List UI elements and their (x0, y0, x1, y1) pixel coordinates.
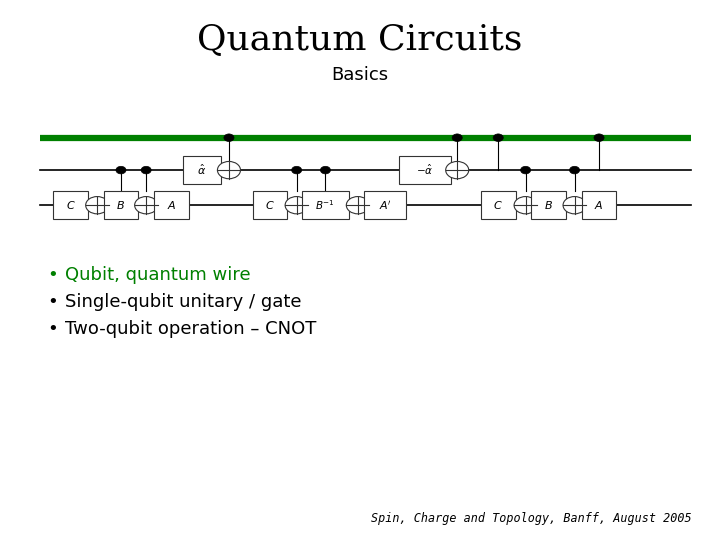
Text: $B$: $B$ (117, 199, 125, 211)
FancyBboxPatch shape (253, 191, 287, 219)
Text: $B^{-1}$: $B^{-1}$ (315, 198, 336, 212)
FancyBboxPatch shape (582, 191, 616, 219)
Text: Basics: Basics (331, 65, 389, 84)
Text: $C$: $C$ (265, 199, 275, 211)
Text: •: • (47, 320, 58, 339)
Circle shape (346, 197, 369, 214)
Text: •: • (47, 293, 58, 312)
FancyBboxPatch shape (53, 191, 88, 219)
Text: Qubit, quantum wire: Qubit, quantum wire (65, 266, 251, 285)
Circle shape (217, 161, 240, 179)
FancyBboxPatch shape (481, 191, 516, 219)
Text: $C$: $C$ (66, 199, 76, 211)
Text: $C$: $C$ (493, 199, 503, 211)
FancyBboxPatch shape (183, 156, 220, 184)
Text: •: • (47, 266, 58, 285)
Text: Spin, Charge and Topology, Banff, August 2005: Spin, Charge and Topology, Banff, August… (371, 512, 691, 525)
Circle shape (116, 166, 126, 174)
Circle shape (514, 197, 537, 214)
Circle shape (446, 161, 469, 179)
Text: Two-qubit operation – CNOT: Two-qubit operation – CNOT (65, 320, 316, 339)
FancyBboxPatch shape (531, 191, 566, 219)
FancyBboxPatch shape (154, 191, 189, 219)
Circle shape (563, 197, 586, 214)
Text: $A$: $A$ (166, 199, 176, 211)
Text: $B$: $B$ (544, 199, 553, 211)
Circle shape (493, 134, 503, 141)
FancyBboxPatch shape (399, 156, 451, 184)
Circle shape (594, 134, 604, 141)
Text: Quantum Circuits: Quantum Circuits (197, 24, 523, 57)
Text: $A'$: $A'$ (379, 199, 392, 212)
Circle shape (285, 197, 308, 214)
Circle shape (452, 134, 462, 141)
Circle shape (135, 197, 158, 214)
Text: $A$: $A$ (594, 199, 604, 211)
Text: $-\hat{\alpha}$: $-\hat{\alpha}$ (416, 163, 433, 177)
Circle shape (86, 197, 109, 214)
FancyBboxPatch shape (364, 191, 406, 219)
Circle shape (570, 166, 580, 174)
Circle shape (141, 166, 151, 174)
Text: Single-qubit unitary / gate: Single-qubit unitary / gate (65, 293, 301, 312)
Circle shape (292, 166, 302, 174)
FancyBboxPatch shape (302, 191, 349, 219)
Circle shape (521, 166, 531, 174)
Circle shape (224, 134, 234, 141)
Text: $\hat{\alpha}$: $\hat{\alpha}$ (197, 163, 206, 177)
FancyBboxPatch shape (104, 191, 138, 219)
Circle shape (320, 166, 330, 174)
